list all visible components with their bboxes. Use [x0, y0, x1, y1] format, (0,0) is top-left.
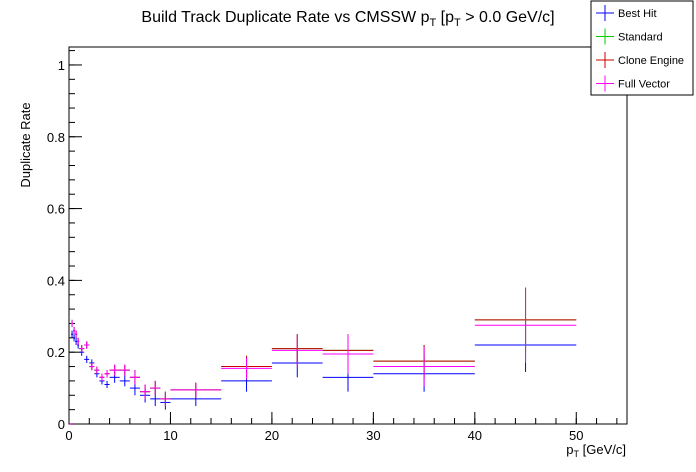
y-tick-label: 1	[58, 58, 65, 73]
data-point	[73, 334, 76, 342]
data-point	[75, 330, 78, 338]
y-tick-label: 0.8	[47, 130, 65, 145]
data-point	[119, 364, 130, 376]
data-point	[73, 327, 76, 335]
plot-frame	[68, 46, 628, 425]
legend-entry: Clone Engine	[596, 52, 684, 68]
y-tick-label: 0.4	[47, 273, 65, 288]
data-point	[109, 364, 120, 376]
data-point	[79, 345, 85, 353]
data-point	[104, 370, 110, 378]
data-point	[77, 337, 80, 346]
data-point	[89, 362, 95, 371]
data-point	[140, 384, 151, 399]
data-point	[160, 391, 171, 407]
legend-label: Full Vector	[618, 79, 670, 91]
x-tick-label: 10	[163, 428, 177, 443]
chart-title: Build Track Duplicate Rate vs CMSSW pT […	[141, 9, 554, 29]
data-point	[69, 423, 72, 425]
y-axis-label: Duplicate Rate	[18, 102, 33, 187]
data-point	[99, 373, 105, 381]
data-point	[322, 334, 374, 374]
data-point	[94, 366, 100, 374]
data-point	[75, 337, 78, 346]
legend-label: Best Hit	[618, 8, 657, 20]
data-point	[221, 357, 272, 380]
x-tick-label: 20	[265, 428, 279, 443]
y-tick-label: 0.6	[47, 202, 65, 217]
legend-label: Standard	[618, 32, 663, 44]
x-tick-label: 40	[468, 428, 482, 443]
series-full-vector	[69, 287, 577, 425]
data-point	[71, 319, 74, 328]
data-point	[474, 287, 577, 363]
data-point	[84, 355, 90, 363]
data-point	[170, 382, 222, 398]
legend-entries: Best Hit Standard Clone Engine Full Vector	[596, 5, 684, 92]
data-point	[84, 341, 90, 349]
y-tick-label: 0	[58, 417, 65, 432]
x-axis-label: pT [GeV/c]	[566, 442, 626, 459]
legend-box	[590, 0, 694, 96]
x-tick-label: 0	[65, 428, 72, 443]
legend-entry: Best Hit	[596, 5, 657, 21]
series-layer	[69, 287, 577, 425]
axes: 00.20.40.60.810 10 20 30 40 50	[47, 50, 618, 443]
legend-label: Clone Engine	[618, 55, 684, 67]
legend-entry: Full Vector	[596, 75, 670, 92]
data-point	[129, 370, 141, 385]
x-tick-label: 30	[366, 428, 380, 443]
y-tick-label: 0.2	[47, 345, 65, 360]
legend-entry: Standard	[596, 28, 663, 45]
legend: Best Hit Standard Clone Engine Full Vector	[590, 0, 694, 96]
data-point	[373, 346, 475, 387]
data-point	[150, 380, 161, 396]
data-point	[119, 375, 130, 387]
data-point	[71, 330, 74, 338]
x-tick-label: 50	[569, 428, 583, 443]
data-point	[104, 380, 110, 389]
data-point	[271, 334, 323, 367]
